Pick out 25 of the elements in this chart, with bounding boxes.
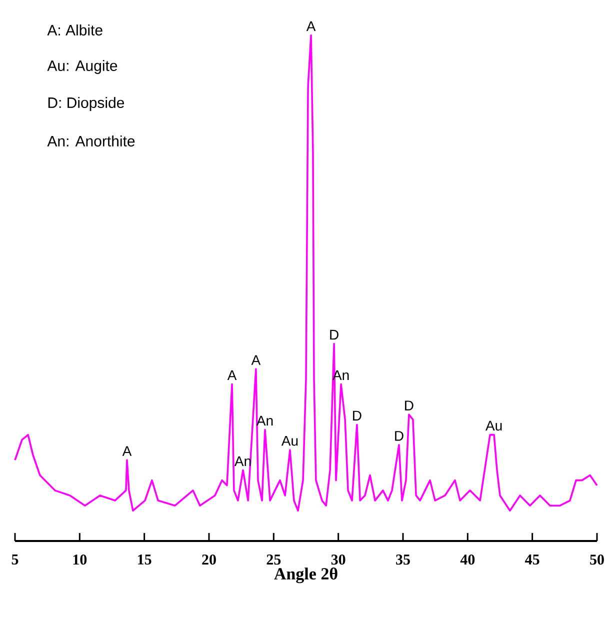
annotation: A (227, 370, 237, 380)
x-axis-title: Angle 2θ (274, 568, 338, 584)
annotation: D (330, 330, 338, 340)
x-tick-label: 25 (266, 554, 281, 565)
annotation: D (405, 400, 414, 410)
x-tick-label: 40 (460, 554, 475, 565)
x-tick-label: 50 (590, 554, 604, 565)
x-tick-label: 35 (396, 554, 410, 565)
annotation: A (306, 21, 316, 32)
annotation: Au (486, 420, 502, 431)
x-tick-label: 30 (331, 554, 346, 565)
x-tick-label: 45 (525, 554, 540, 565)
annotation: D: Diopside (48, 97, 124, 111)
annotation: Au (281, 436, 298, 446)
annotation: D (395, 431, 404, 441)
x-tick-label: 5 (12, 554, 18, 564)
annotation: A (251, 355, 261, 365)
x-tick-label: 20 (202, 554, 216, 565)
x-tick-label: 15 (138, 554, 152, 565)
annotation: Au: Augite (47, 60, 118, 74)
annotation: D (353, 410, 362, 420)
x-tick-label: 10 (73, 554, 87, 565)
annotation: A (122, 446, 132, 456)
annotation: An: Anorthite (47, 135, 135, 147)
annotation: A: Albite (47, 24, 102, 36)
